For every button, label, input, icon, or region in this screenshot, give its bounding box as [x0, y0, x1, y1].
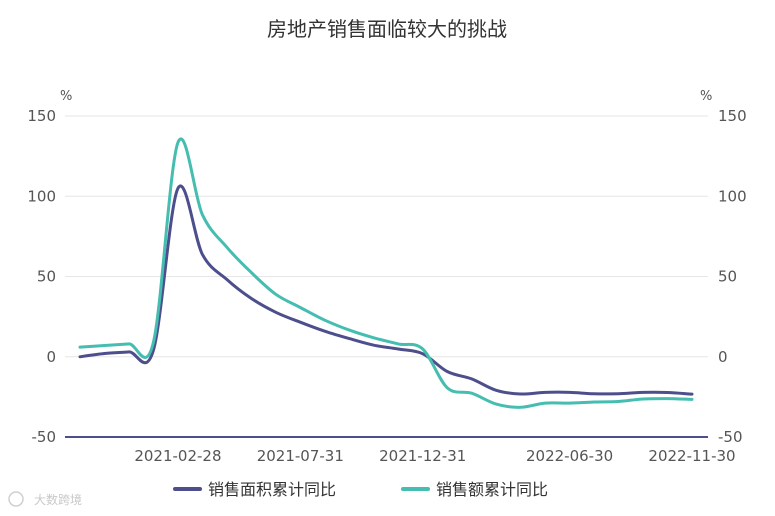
y-tick-label-left: 50 — [37, 268, 56, 286]
y-tick-label-left: 150 — [27, 107, 56, 125]
y-tick-label-right: -50 — [718, 428, 743, 446]
x-tick-label: 2021-12-31 — [379, 447, 466, 465]
left-axis-unit: % — [60, 89, 72, 104]
y-tick-label-left: -50 — [32, 428, 57, 446]
legend: 销售面积累计同比 销售额累计同比 — [173, 480, 548, 499]
series-lines — [78, 137, 694, 409]
watermark-logo-icon — [8, 491, 24, 507]
x-tick-label: 2021-02-28 — [134, 447, 221, 465]
legend-label-area: 销售面积累计同比 — [208, 480, 336, 499]
watermark: 大数跨境 — [8, 491, 82, 507]
x-tick-label: 2021-07-31 — [257, 447, 344, 465]
y-axis-left: 150 100 50 0 -50 — [27, 107, 56, 446]
legend-label-sales: 销售额累计同比 — [436, 480, 548, 499]
series-line-sales — [78, 137, 694, 409]
y-tick-label-right: 0 — [718, 348, 728, 366]
chart-title: 房地产销售面临较大的挑战 — [267, 17, 507, 41]
gridlines — [65, 115, 708, 438]
y-axis-right: 150 100 50 0 -50 — [718, 107, 747, 446]
y-tick-label-left: 0 — [46, 348, 56, 366]
y-tick-label-right: 150 — [718, 107, 747, 125]
right-axis-unit: % — [700, 89, 712, 104]
y-tick-label-right: 50 — [718, 268, 737, 286]
x-tick-label: 2022-11-30 — [648, 447, 735, 465]
watermark-text: 大数跨境 — [34, 492, 82, 507]
y-tick-label-right: 100 — [718, 187, 747, 205]
y-tick-label-left: 100 — [27, 187, 56, 205]
series-line-area — [78, 184, 694, 396]
x-tick-label: 2022-06-30 — [526, 447, 613, 465]
x-axis: 2021-02-28 2021-07-31 2021-12-31 2022-06-30… — [134, 447, 735, 465]
